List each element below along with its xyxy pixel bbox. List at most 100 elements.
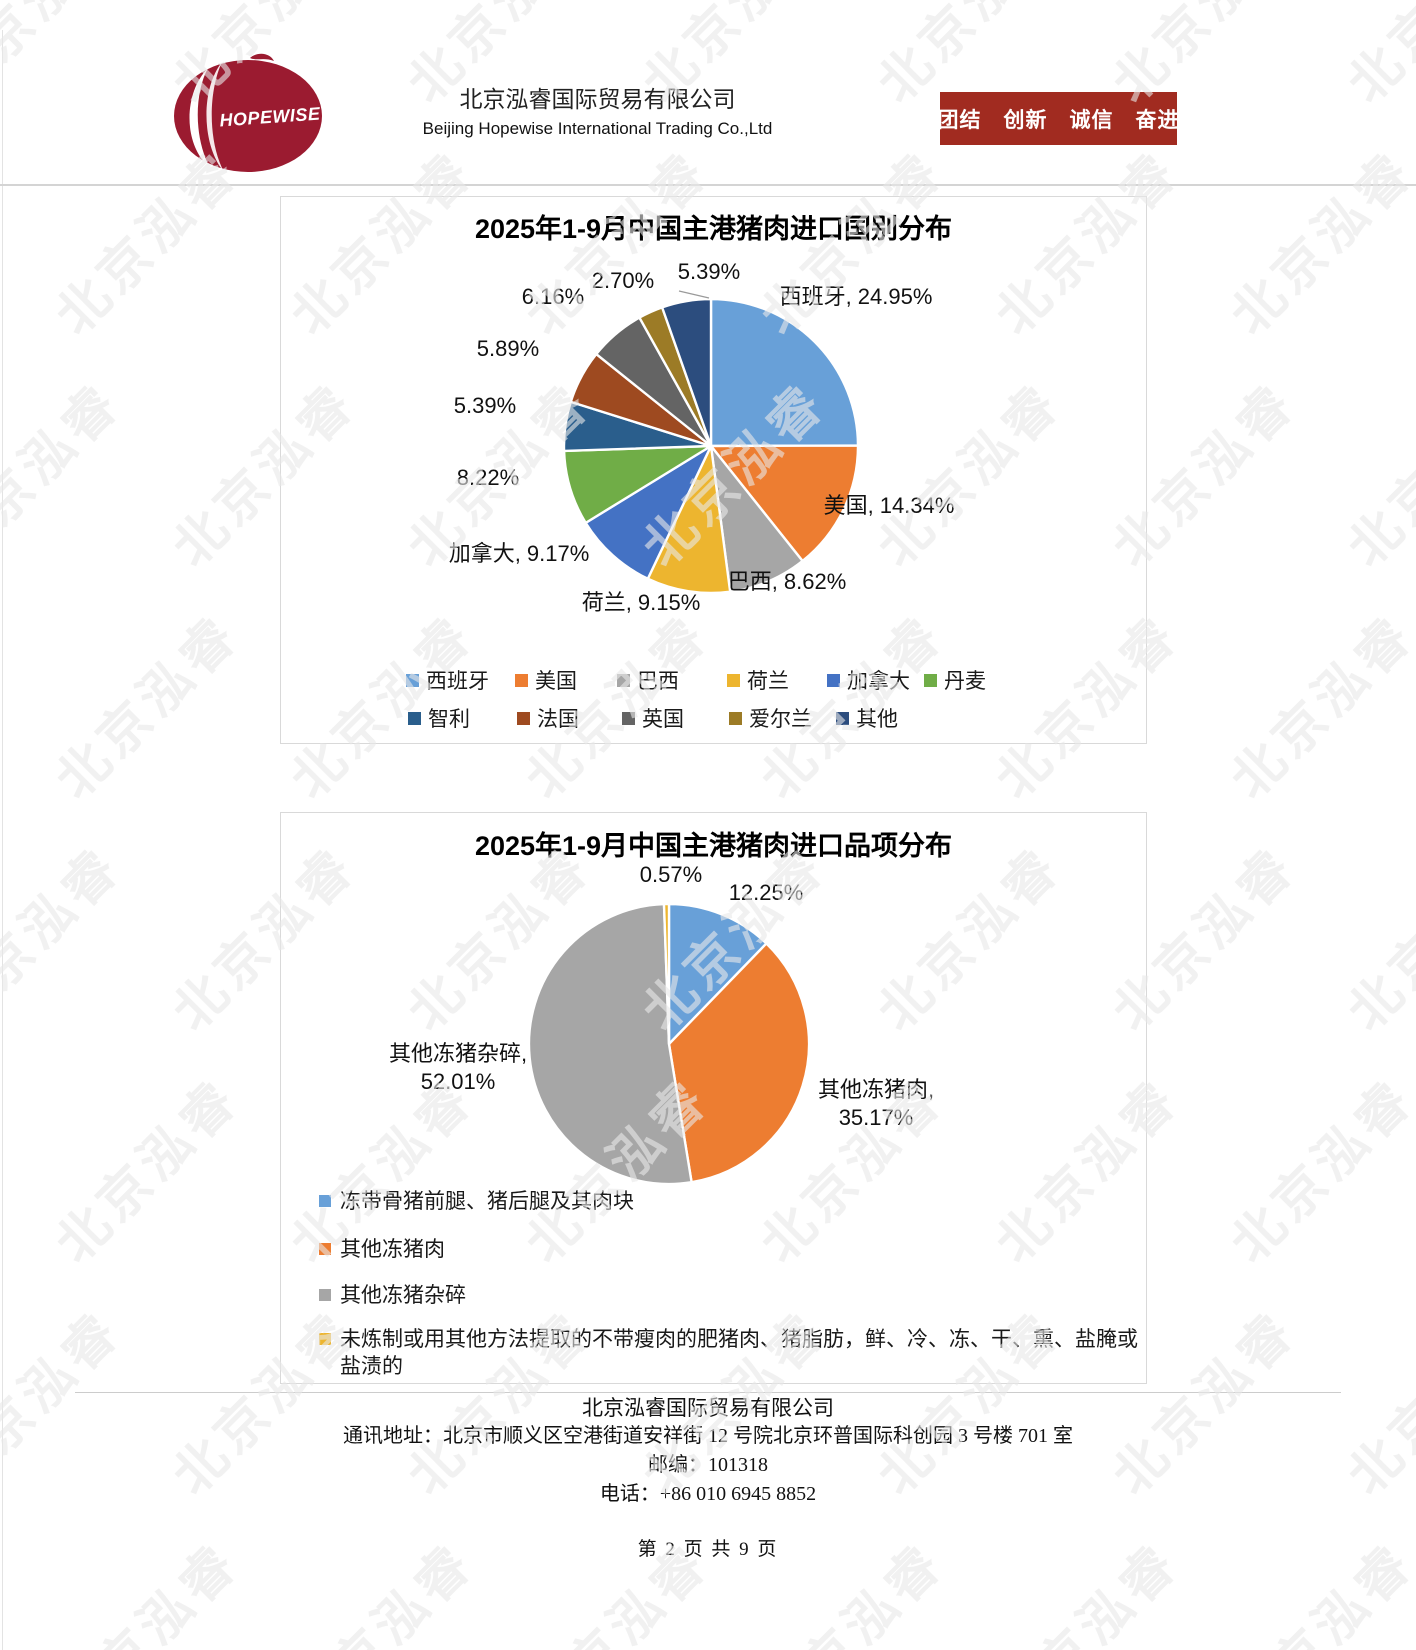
legend-item-智利: 智利 [408, 703, 470, 733]
pie-slice-0 [709, 297, 860, 448]
chart-product-distribution: 2025年1-9月中国主港猪肉进口品项分布 12.25% 其他冻猪肉, 35.17… [280, 812, 1147, 1384]
legend-item-爱尔兰: 爱尔兰 [729, 703, 812, 733]
chart2-title: 2025年1-9月中国主港猪肉进口品项分布 [474, 831, 953, 861]
legend-item-加拿大: 加拿大 [827, 665, 910, 695]
legend-swatch [517, 711, 530, 725]
legend-item-法国: 法国 [517, 703, 579, 733]
legend-swatch [727, 673, 740, 687]
pie-label-9: 2.70% [591, 268, 655, 293]
legend-swatch [408, 711, 421, 725]
pie-label-8: 6.16% [521, 284, 585, 309]
legend-label: 丹麦 [944, 670, 986, 693]
legend-item-英国: 英国 [622, 703, 684, 733]
watermark-text: 北京泓睿 [1337, 0, 1416, 114]
legend-swatch [515, 673, 528, 687]
legend-item-3: 未炼制或用其他方法提取的不带瘦肉的肥猪肉、猪脂肪，鲜、冷、冻、干、熏、盐腌或盐渍… [319, 1326, 1145, 1380]
pie-slice-1 [667, 942, 811, 1184]
legend-swatch [836, 711, 849, 725]
watermark-text: 北京泓睿 [1220, 604, 1416, 810]
footer-phone: 电话：+86 010 6945 8852 [599, 1483, 817, 1505]
legend-label: 其他 [856, 708, 898, 731]
legend-label: 荷兰 [747, 670, 789, 693]
legend-item-美国: 美国 [515, 665, 577, 695]
legend-label: 美国 [535, 670, 577, 693]
pie-slice-3 [662, 902, 671, 1046]
pie-label-3: 荷兰, 9.15% [581, 590, 701, 615]
watermark-text: 北京泓睿 [1220, 1068, 1416, 1274]
legend-swatch [319, 1289, 331, 1301]
watermark-text: 北京泓睿 [1220, 140, 1416, 346]
legend-label: 未炼制或用其他方法提取的不带瘦肉的肥猪肉、猪脂肪，鲜、冷、冻、干、熏、盐腌或盐渍… [340, 1328, 1138, 1378]
page-footer: 北京泓睿国际贸易有限公司 通讯地址：北京市顺义区空港街道安祥街 12 号院北京环… [0, 1394, 1416, 1561]
footer-postcode: 邮编：101318 [648, 1454, 768, 1476]
pie-slice-2 [527, 902, 693, 1186]
watermark-text: 北京泓睿 [1337, 372, 1416, 578]
pie-slice-4 [584, 444, 713, 580]
pie-chart-product [527, 902, 811, 1186]
pie-label-3: 0.57% [639, 862, 703, 887]
legend-item-0: 冻带骨猪前腿、猪后腿及其肉块 [319, 1188, 1145, 1215]
legend-item-其他: 其他 [836, 703, 898, 733]
pie-label-0: 西班牙, 24.95% [779, 284, 933, 309]
footer-company-name: 北京泓睿国际贸易有限公司 [582, 1396, 834, 1420]
pie-slice-10 [660, 297, 713, 448]
slogan-banner: 团结 创新 诚信 奋进 [938, 92, 1179, 145]
chart1-title: 2025年1-9月中国主港猪肉进口国别分布 [474, 214, 953, 244]
legend-label: 爱尔兰 [749, 708, 812, 731]
pie-label-5: 8.22% [456, 465, 520, 490]
pie-label-1: 美国, 14.34% [823, 493, 955, 518]
legend-label: 巴西 [637, 670, 679, 693]
watermark-text: 北京泓睿 [0, 372, 133, 578]
legend-item-1: 其他冻猪肉 [319, 1236, 1145, 1263]
legend-swatch [319, 1333, 331, 1345]
legend-swatch [319, 1195, 331, 1207]
pie-label-2: 巴西, 8.62% [727, 569, 847, 594]
legend-item-巴西: 巴西 [617, 665, 679, 695]
legend-swatch [617, 673, 630, 687]
watermark-text: 北京泓睿 [45, 604, 251, 810]
footer-divider [75, 1392, 1341, 1393]
company-name-cn: 北京泓睿国际贸易有限公司 [459, 86, 736, 112]
pie-label-0: 12.25% [728, 880, 804, 905]
legend-swatch [406, 673, 419, 687]
legend-swatch [827, 673, 840, 687]
pie-label-6: 5.39% [453, 393, 517, 418]
label-leader-line [678, 290, 710, 299]
legend-label: 其他冻猪杂碎 [340, 1284, 466, 1307]
legend-item-2: 其他冻猪杂碎 [319, 1282, 1145, 1309]
legend-label: 法国 [537, 708, 579, 731]
page-number: 第 2 页 共 9 页 [637, 1539, 779, 1560]
pie-slice-3 [646, 444, 732, 595]
legend-label: 冻带骨猪前腿、猪后腿及其肉块 [340, 1190, 634, 1213]
legend-label: 智利 [428, 708, 470, 731]
legend-item-荷兰: 荷兰 [727, 665, 789, 695]
watermark-text: 北京泓睿 [0, 836, 133, 1042]
legend-label: 英国 [642, 708, 684, 731]
page-edge-line [2, 30, 3, 1650]
legend-label: 加拿大 [847, 670, 910, 693]
legend-swatch [924, 673, 937, 687]
legend-item-丹麦: 丹麦 [924, 665, 986, 695]
legend-swatch [319, 1243, 331, 1255]
chart-country-distribution: 2025年1-9月中国主港猪肉进口国别分布 西班牙, 24.95% 美国, 14.… [280, 196, 1147, 744]
pie-slice-0 [667, 902, 768, 1046]
company-name-en: Beijing Hopewise International Trading C… [422, 119, 773, 138]
watermark-text: 北京泓睿 [45, 1068, 251, 1274]
pie-label-4: 加拿大, 9.17% [448, 541, 590, 566]
watermark-text: 北京泓睿 [0, 0, 133, 114]
pie-label-10: 5.39% [677, 259, 741, 284]
legend-swatch [622, 711, 635, 725]
pie-label-2: 其他冻猪杂碎, 52.01% [388, 1041, 528, 1094]
pie-slice-1 [709, 444, 860, 563]
legend-item-西班牙: 西班牙 [406, 665, 489, 695]
pie-label-7: 5.89% [476, 336, 540, 361]
watermark-text: 北京泓睿 [1337, 836, 1416, 1042]
legend-label: 其他冻猪肉 [340, 1238, 445, 1261]
pie-chart-country [562, 290, 860, 595]
pie-label-1: 其他冻猪肉, 35.17% [817, 1077, 935, 1130]
legend-label: 西班牙 [426, 670, 489, 693]
legend-swatch [729, 711, 742, 725]
hopewise-logo: HOPEWISE [174, 53, 322, 172]
header-divider [0, 184, 1416, 186]
